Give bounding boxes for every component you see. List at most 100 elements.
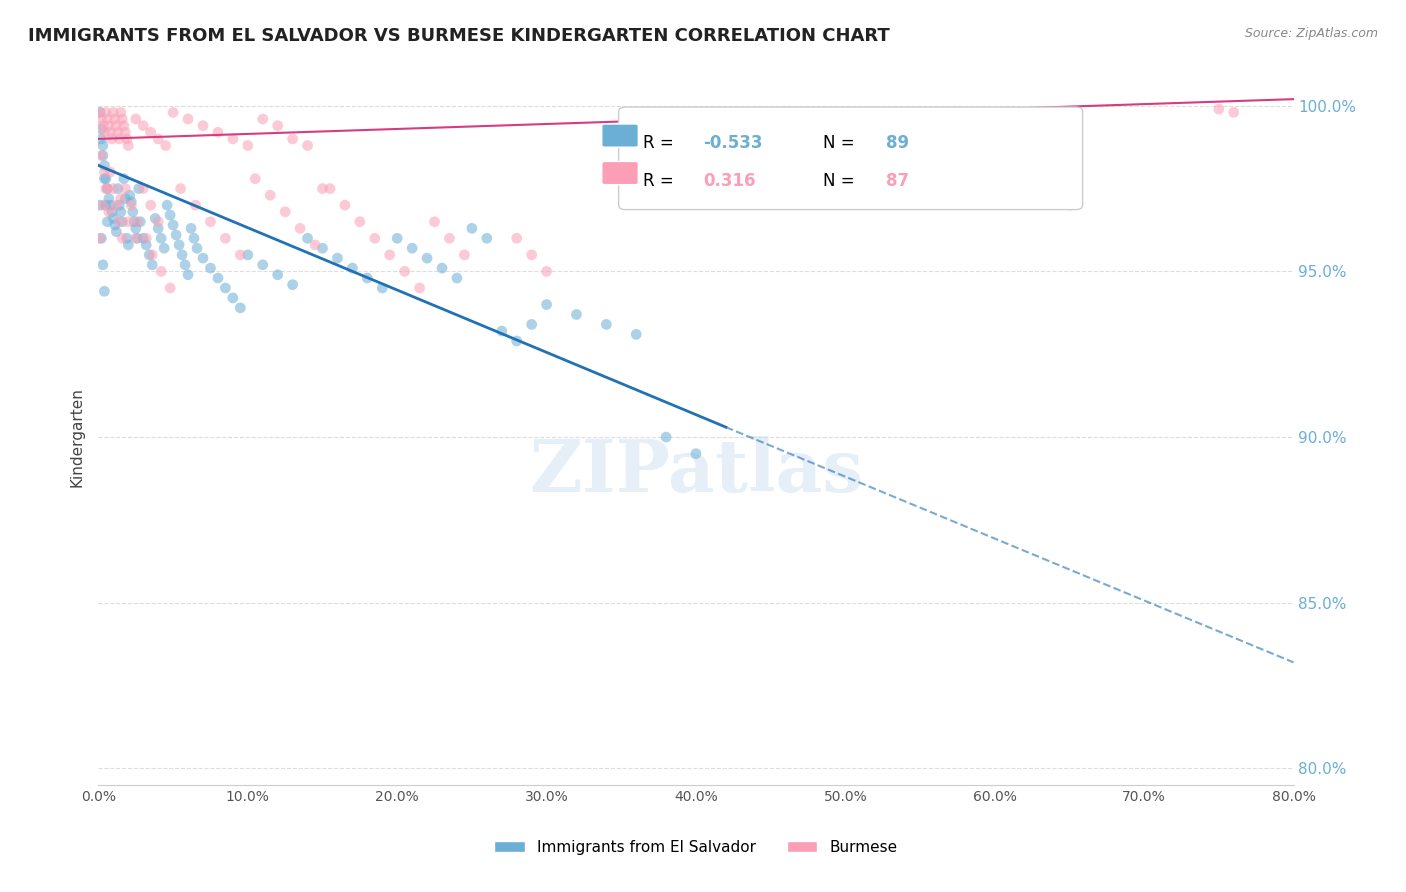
Point (311, 181, 333, 195)
Point (520, 248, 543, 262)
Point (98, 165, 122, 179)
Point (288, 221, 311, 235)
Point (245, 171, 267, 186)
Point (222, 291, 245, 305)
Point (90, 122, 112, 136)
Point (148, 215, 170, 229)
Point (114, 181, 136, 195)
Point (169, 181, 191, 195)
Point (89, 231, 111, 245)
Point (128, 181, 150, 195)
Point (127, 215, 149, 229)
Point (120, 194, 142, 209)
Point (98, 198, 122, 212)
Point (93, 165, 115, 179)
Point (506, 231, 529, 245)
Point (91, 198, 114, 212)
Point (565, 308, 588, 322)
Point (162, 105, 184, 120)
Point (167, 238, 190, 252)
Point (207, 125, 229, 139)
Point (129, 215, 152, 229)
Point (117, 238, 139, 252)
Point (626, 327, 648, 342)
Point (89, 198, 111, 212)
Point (150, 231, 173, 245)
Point (117, 215, 139, 229)
Point (105, 198, 128, 212)
Point (416, 251, 439, 265)
Point (96, 215, 118, 229)
Point (184, 198, 207, 212)
Point (107, 181, 129, 195)
Point (506, 334, 529, 348)
Point (108, 132, 131, 146)
Point (114, 192, 136, 206)
Point (162, 218, 184, 232)
Point (138, 248, 160, 262)
Point (91, 119, 114, 133)
Point (143, 211, 166, 226)
Point (267, 268, 290, 282)
Point (97, 119, 120, 133)
Text: 89: 89 (886, 134, 908, 152)
Text: 87: 87 (886, 172, 908, 190)
Point (110, 192, 132, 206)
Point (90, 132, 112, 146)
Point (536, 264, 558, 278)
Point (96, 181, 118, 195)
Point (297, 138, 319, 153)
Point (349, 215, 371, 229)
Point (96, 181, 118, 195)
Point (172, 248, 194, 262)
Point (91, 148, 114, 162)
Point (93, 285, 115, 299)
Text: N =: N = (823, 172, 859, 190)
Point (183, 231, 205, 245)
Point (159, 208, 181, 222)
Point (200, 261, 222, 276)
Point (150, 264, 173, 278)
Point (281, 132, 304, 146)
Point (461, 221, 484, 235)
Point (155, 138, 177, 153)
Point (141, 258, 163, 272)
Point (177, 268, 200, 282)
Point (394, 264, 416, 278)
Point (156, 198, 179, 212)
Point (105, 119, 128, 133)
Point (595, 318, 617, 332)
Point (93, 125, 115, 139)
Point (153, 241, 176, 255)
Point (107, 125, 129, 139)
Point (655, 430, 678, 444)
Point (103, 105, 125, 120)
Point (111, 112, 134, 126)
Point (333, 198, 356, 212)
Point (135, 231, 157, 245)
Point (326, 251, 349, 265)
Point (94, 181, 117, 195)
Point (1208, 102, 1230, 116)
Point (90, 148, 112, 162)
Point (111, 215, 134, 229)
Point (94, 105, 117, 120)
Point (101, 204, 124, 219)
Point (430, 261, 453, 276)
Point (229, 301, 252, 315)
Text: R =: R = (643, 134, 679, 152)
Point (139, 198, 162, 212)
Point (148, 221, 170, 235)
Point (180, 221, 202, 235)
Text: IMMIGRANTS FROM EL SALVADOR VS BURMESE KINDERGARTEN CORRELATION CHART: IMMIGRANTS FROM EL SALVADOR VS BURMESE K… (28, 27, 890, 45)
Point (214, 231, 236, 245)
Point (125, 221, 148, 235)
Point (103, 181, 125, 195)
Point (112, 171, 135, 186)
Point (191, 251, 214, 265)
Point (174, 258, 197, 272)
Point (112, 119, 135, 133)
Text: N =: N = (823, 134, 859, 152)
Point (304, 238, 326, 252)
Point (125, 112, 148, 126)
